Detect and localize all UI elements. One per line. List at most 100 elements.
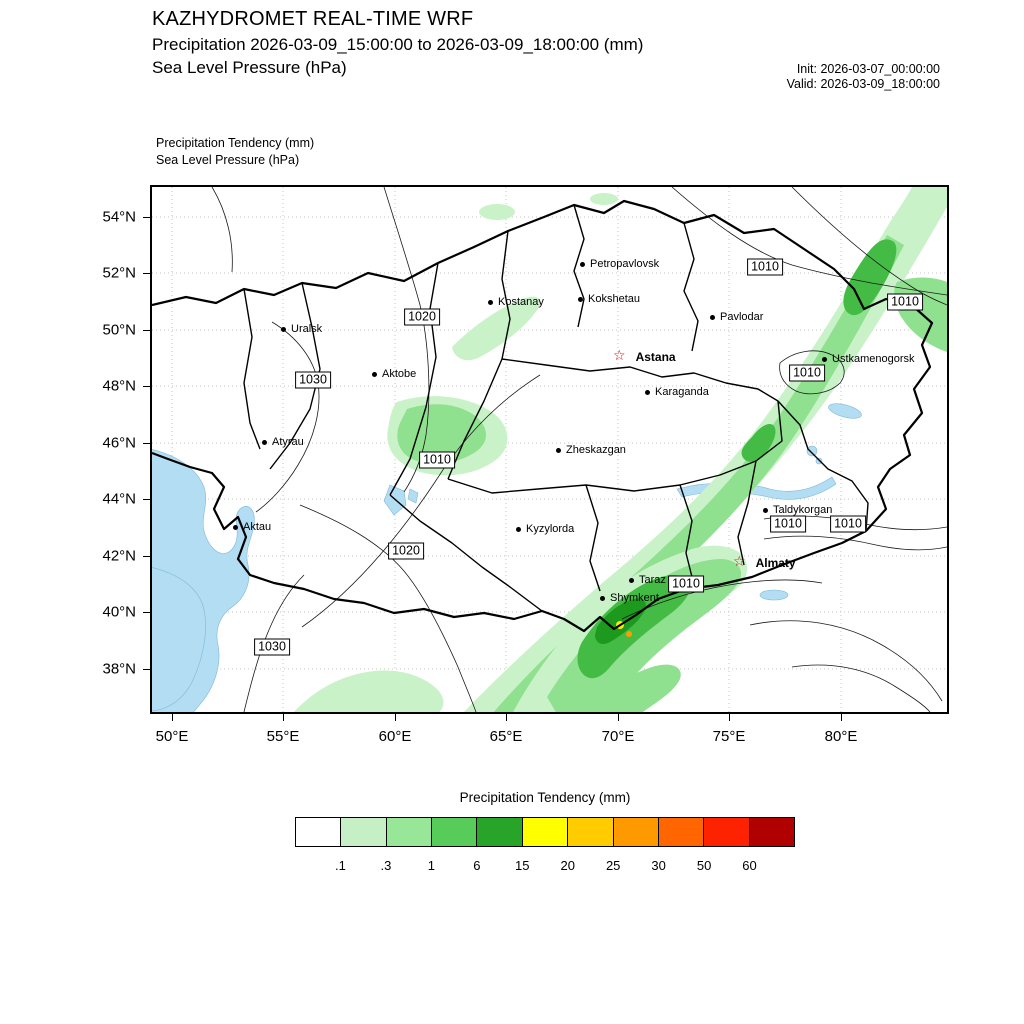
- colorbar-tick-label: .1: [335, 858, 346, 873]
- city-taldykorgan: Taldykorgan: [763, 504, 833, 516]
- city-petropavlovsk: Petropavlovsk: [580, 258, 660, 270]
- init-time: Init: 2026-03-07_00:00:00: [796, 62, 940, 76]
- lon-tick-label: 55°E: [266, 728, 300, 745]
- city-label: Taldykorgan: [773, 504, 833, 516]
- city-dot-icon: [556, 447, 561, 453]
- city-layer: Petropavlovsk Kostanay Kokshetau Pavlodar Ur…: [152, 187, 947, 712]
- lat-tick-mark: [143, 217, 150, 218]
- pressure-label: 1010: [887, 293, 923, 311]
- city-dot-icon: [488, 299, 493, 305]
- city-pavlodar: Pavlodar: [710, 311, 764, 323]
- aral-sea-east: [407, 488, 419, 504]
- colorbar-labels: .1 .3 1 6 15 20 25 30 50 60: [295, 858, 795, 878]
- city-karaganda: Karaganda: [645, 386, 709, 398]
- init-valid-block: Init: 2026-03-07_00:00:00 Valid: 2026-03…: [787, 62, 940, 92]
- lake-zaysan: [828, 403, 862, 419]
- colorbar-cell: [477, 818, 523, 846]
- city-aktau: Aktau: [233, 521, 272, 533]
- city-label: Pavlodar: [720, 311, 764, 323]
- lake-issykkul: [759, 589, 789, 601]
- lon-tick-mark: [618, 714, 619, 721]
- lon-tick-mark: [729, 714, 730, 721]
- lat-tick-label: 38°N: [102, 660, 136, 678]
- city-dot-icon: [281, 326, 286, 332]
- city-dot-icon: [710, 314, 715, 320]
- pressure-label: 1010: [419, 451, 455, 469]
- kazakhstan-outline: [152, 199, 934, 633]
- water-bodies: [152, 403, 862, 712]
- lat-tick-mark: [143, 330, 150, 331]
- city-kokshetau: Kokshetau: [578, 293, 640, 305]
- lat-tick-label: 46°N: [102, 434, 136, 452]
- lat-tick-label: 50°N: [102, 321, 136, 339]
- map-legend-line1: Precipitation Tendency (mm): [156, 136, 315, 150]
- pressure-label: 1010: [747, 258, 783, 276]
- lon-axis: 50°E 55°E 60°E 65°E 70°E 75°E 80°E: [152, 714, 947, 754]
- city-dot-icon: [629, 577, 634, 583]
- city-label: Aktau: [243, 521, 272, 533]
- map-legend-text: Precipitation Tendency (mm) Sea Level Pr…: [156, 135, 314, 169]
- caspian-sea-south: [152, 567, 206, 712]
- colorbar-tick-label: 15: [515, 858, 530, 873]
- city-label: Ustkamenogorsk: [832, 353, 915, 365]
- lat-tick-label: 44°N: [102, 490, 136, 508]
- colorbar-cell: [658, 818, 705, 846]
- city-label: Kyzylorda: [526, 523, 575, 535]
- precip-orange-spot: [626, 631, 632, 637]
- precip-nw-streak: [452, 296, 541, 361]
- lat-tick-mark: [143, 273, 150, 274]
- colorbar: [295, 817, 795, 847]
- city-dot-icon: [580, 261, 585, 267]
- pressure-label-layer: 1010 1010 1020 1030 1010 1010 1020 1010 1010 1010…: [152, 187, 947, 712]
- city-label: Taraz: [639, 574, 666, 586]
- precipitation-field: [293, 187, 947, 712]
- lat-tick-mark: [143, 556, 150, 557]
- colorbar-cell: [341, 818, 387, 846]
- precip-top-blob-1: [479, 204, 515, 220]
- colorbar-tick-label: 1: [427, 858, 435, 873]
- colorbar-tick-label: 50: [696, 858, 712, 873]
- city-label: Zheskazgan: [566, 444, 626, 456]
- lon-tick-mark: [283, 714, 284, 721]
- lat-tick-label: 54°N: [102, 208, 136, 226]
- city-dot-icon: [763, 507, 768, 513]
- city-dot-icon: [600, 595, 605, 601]
- colorbar-cell: [522, 818, 569, 846]
- city-atyrau: Atyrau: [262, 436, 304, 448]
- city-label: Petropavlovsk: [590, 258, 660, 270]
- map-canvas: 1010 1010 1020 1030 1010 1010 1020 1010 1010 1010…: [150, 185, 949, 714]
- colorbar-tick-label: 60: [742, 858, 757, 873]
- city-uralsk: Uralsk: [281, 323, 322, 335]
- city-dot-icon: [516, 526, 521, 532]
- city-dot-icon: [822, 356, 827, 362]
- city-kostanay: Kostanay: [488, 296, 544, 308]
- city-label: Shymkent: [610, 592, 659, 604]
- city-dot-icon: [233, 524, 238, 530]
- pressure-label: 1010: [830, 515, 866, 533]
- city-label: Kostanay: [498, 296, 544, 308]
- precip-west-blob-core: [397, 404, 486, 464]
- city-label: Astana: [635, 350, 676, 364]
- lat-tick-label: 52°N: [102, 264, 136, 282]
- lon-tick-label: 65°E: [489, 728, 523, 745]
- city-label: Karaganda: [655, 386, 709, 398]
- city-label: Atyrau: [272, 436, 304, 448]
- colorbar-tick-label: 6: [473, 858, 481, 873]
- lat-tick-mark: [143, 499, 150, 500]
- pressure-label: 1020: [404, 308, 440, 326]
- city-astana: ☆ Astana: [613, 349, 676, 364]
- map-legend-line2: Sea Level Pressure (hPa): [156, 153, 300, 167]
- lon-tick-mark: [841, 714, 842, 721]
- city-shymkent: Shymkent: [600, 592, 659, 604]
- city-dot-icon: [262, 439, 267, 445]
- pressure-label: 1030: [254, 638, 290, 656]
- city-zheskazgan: Zheskazgan: [556, 444, 626, 456]
- pressure-label: 1020: [388, 542, 424, 560]
- colorbar-cell: [704, 818, 750, 846]
- lon-tick-label: 80°E: [824, 728, 858, 745]
- pressure-label: 1010: [789, 364, 825, 382]
- pressure-label: 1010: [770, 515, 806, 533]
- colorbar-tick-label: 20: [560, 858, 575, 873]
- city-dot-icon: [578, 296, 583, 302]
- lon-tick-mark: [506, 714, 507, 721]
